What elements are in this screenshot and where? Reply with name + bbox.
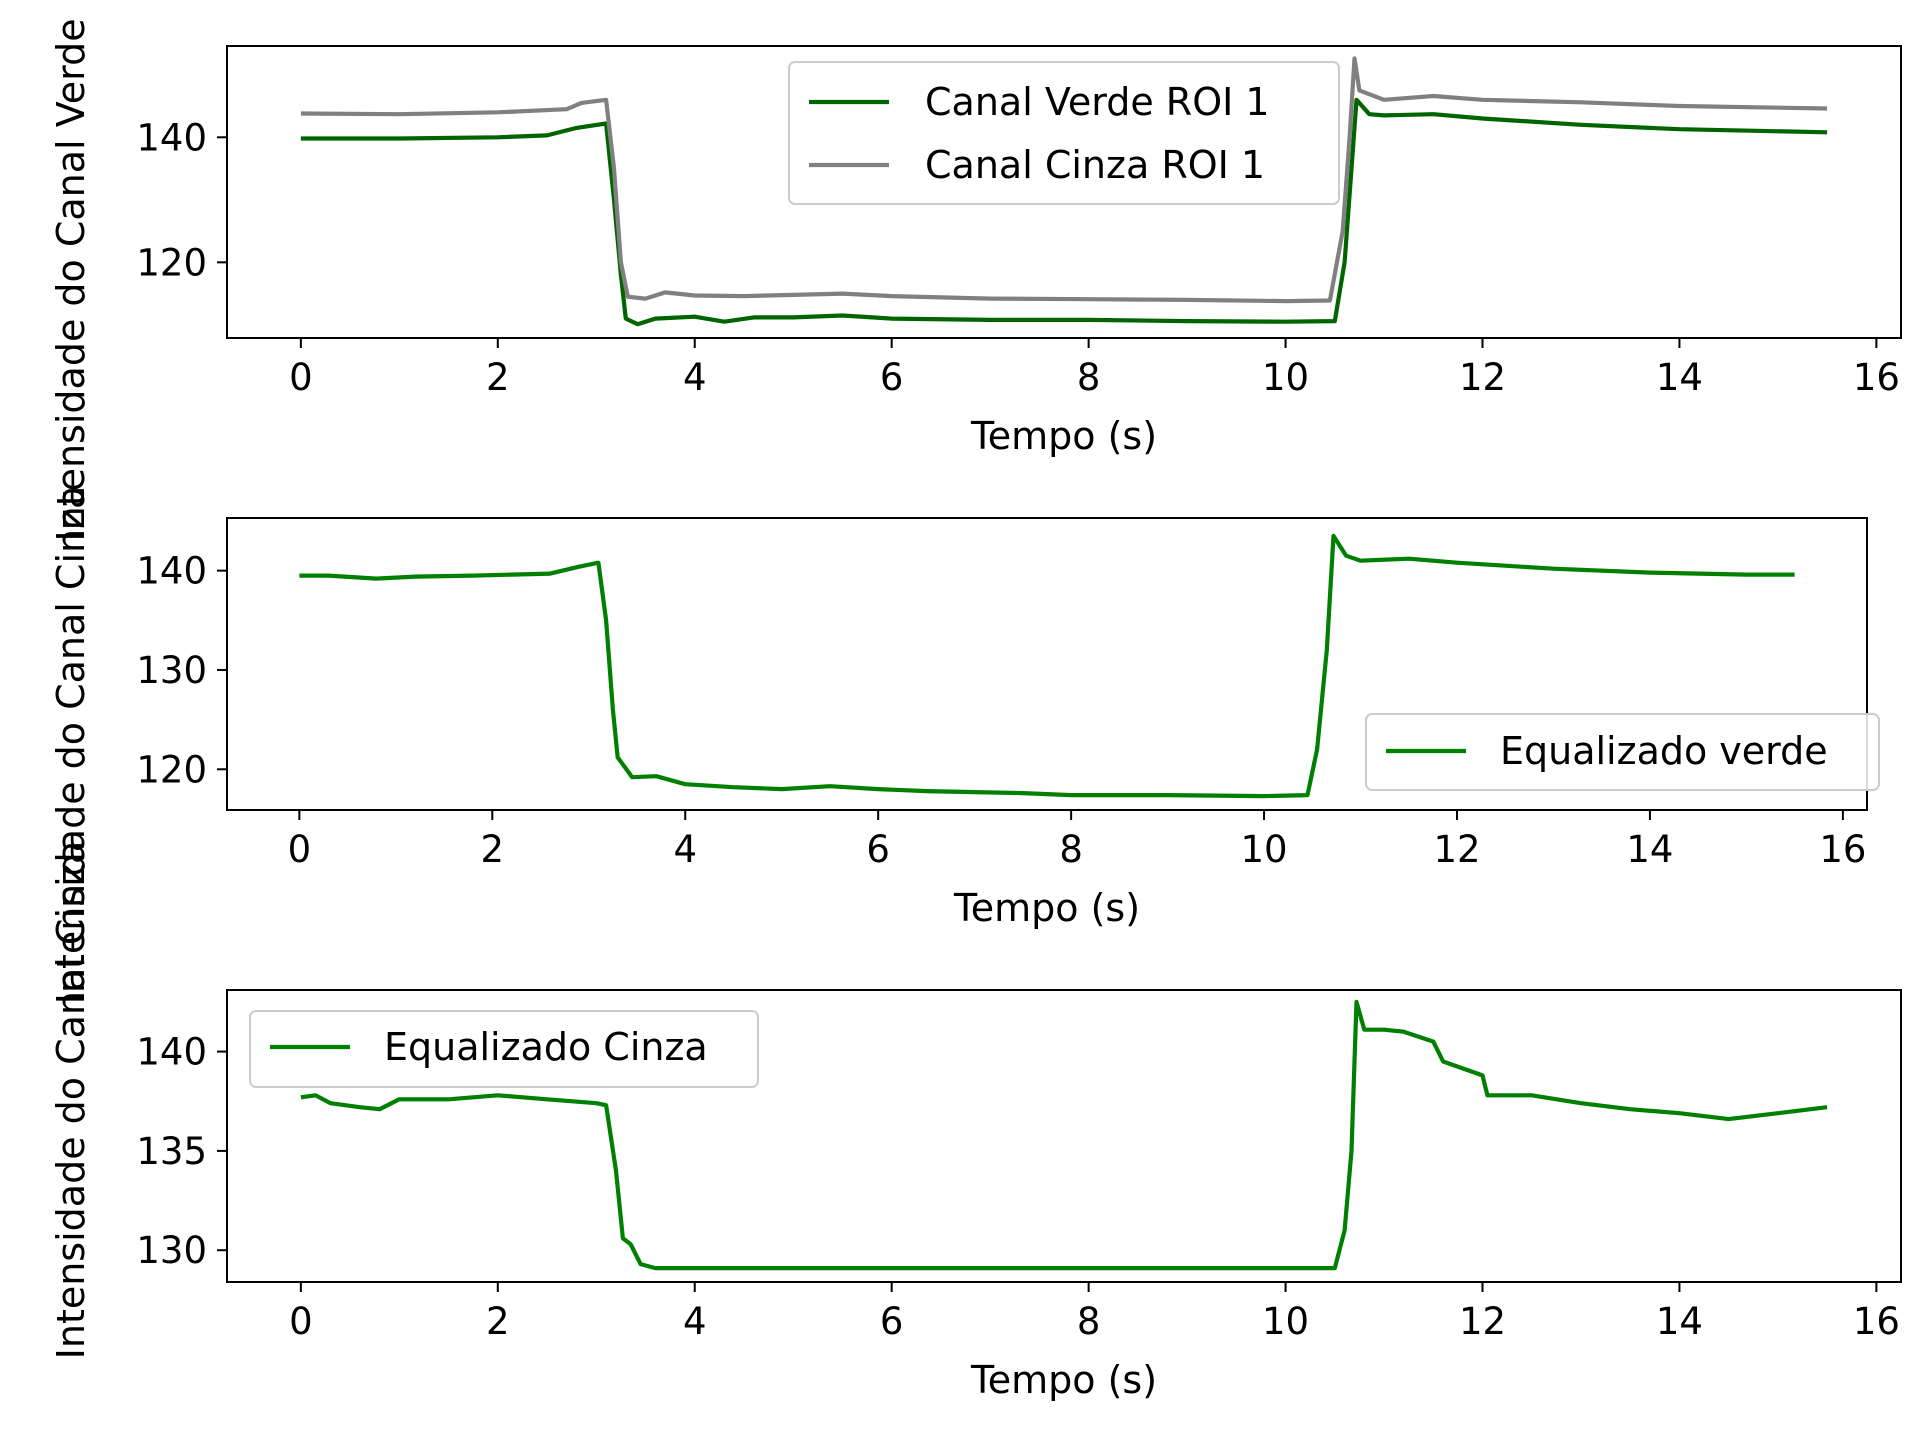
legend-label: Canal Cinza ROI 1 bbox=[925, 143, 1265, 187]
x-tick-label: 2 bbox=[481, 828, 505, 871]
y-tick-label: 140 bbox=[136, 1031, 207, 1074]
x-tick-label: 10 bbox=[1241, 828, 1288, 871]
x-tick-label: 12 bbox=[1459, 356, 1506, 399]
x-tick-label: 14 bbox=[1656, 356, 1703, 399]
axes-frame bbox=[226, 517, 1868, 811]
x-tick-label: 6 bbox=[880, 356, 904, 399]
legend-label: Equalizado verde bbox=[1500, 729, 1828, 773]
x-tick-label: 10 bbox=[1262, 1300, 1309, 1343]
y-tick-label: 140 bbox=[136, 550, 207, 593]
x-tick-label: 16 bbox=[1853, 356, 1900, 399]
subplot-3: 0 2 4 6 8 10 12 14 16 130 135 140 Tempo (s) Intensida… bbox=[49, 841, 1902, 1402]
x-tick-label: 8 bbox=[1077, 1300, 1101, 1343]
x-tick-label: 6 bbox=[866, 828, 890, 871]
series-line-2-1 bbox=[299, 533, 1795, 799]
legend-box bbox=[249, 1010, 759, 1088]
series-line-3-1 bbox=[300, 999, 1828, 1271]
legend-box bbox=[1365, 713, 1880, 791]
legend: Equalizado Cinza bbox=[249, 1010, 759, 1088]
x-tick-label: 12 bbox=[1459, 1300, 1506, 1343]
x-tick-label: 2 bbox=[486, 356, 510, 399]
x-tick-label: 8 bbox=[1059, 828, 1083, 871]
legend: Equalizado verde bbox=[1365, 713, 1880, 791]
x-tick-label: 10 bbox=[1262, 356, 1309, 399]
legend-label: Canal Verde ROI 1 bbox=[925, 80, 1270, 124]
y-axis-label: Intensidade do Canal Verde bbox=[49, 18, 93, 541]
legend-box bbox=[788, 61, 1340, 205]
y-tick-label: 120 bbox=[136, 748, 207, 791]
x-tick-label: 0 bbox=[288, 828, 312, 871]
legend-label: Equalizado Cinza bbox=[384, 1025, 708, 1069]
y-tick-label: 140 bbox=[136, 116, 207, 159]
x-tick-label: 4 bbox=[683, 356, 707, 399]
x-tick-label: 2 bbox=[486, 1300, 510, 1343]
subplot-2: 0 2 4 6 8 10 12 14 16 120 130 140 Tempo (s) Intensida… bbox=[49, 486, 1880, 1005]
axes-frame bbox=[226, 45, 1902, 339]
legend: Canal Verde ROI 1 Canal Cinza ROI 1 bbox=[788, 61, 1340, 205]
y-tick-label: 120 bbox=[136, 241, 207, 284]
x-tick-label: 0 bbox=[289, 356, 313, 399]
x-tick-label: 4 bbox=[673, 828, 697, 871]
subplot-1: 0 2 4 6 8 10 12 14 16 120 140 Tempo (s) Intensidade … bbox=[49, 18, 1902, 542]
x-tick-label: 6 bbox=[880, 1300, 904, 1343]
x-tick-label: 8 bbox=[1077, 356, 1101, 399]
y-axis-label: Intensidade do Canal Cinza bbox=[49, 841, 93, 1360]
y-tick-label: 130 bbox=[136, 1229, 207, 1272]
x-tick-label: 16 bbox=[1853, 1300, 1900, 1343]
x-tick-label: 14 bbox=[1626, 828, 1673, 871]
y-axis-label: Intensidade do Canal Cinza bbox=[49, 486, 93, 1005]
axes-frame bbox=[226, 989, 1902, 1283]
y-tick-label: 135 bbox=[136, 1130, 207, 1173]
x-axis-label: Tempo (s) bbox=[970, 414, 1157, 458]
x-axis-label: Tempo (s) bbox=[953, 886, 1140, 930]
x-tick-label: 14 bbox=[1656, 1300, 1703, 1343]
x-tick-label: 12 bbox=[1433, 828, 1480, 871]
series-line-1-2 bbox=[300, 56, 1828, 304]
x-tick-label: 16 bbox=[1819, 828, 1866, 871]
x-tick-label: 4 bbox=[683, 1300, 707, 1343]
y-tick-label: 130 bbox=[136, 649, 207, 692]
x-axis-label: Tempo (s) bbox=[970, 1358, 1157, 1402]
series-line-1-1 bbox=[300, 97, 1828, 327]
x-tick-label: 0 bbox=[289, 1300, 313, 1343]
